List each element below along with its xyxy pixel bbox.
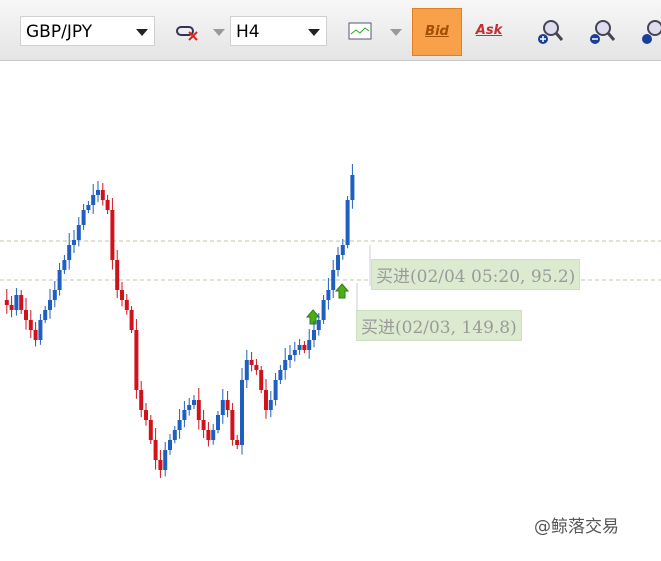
candle-body: [268, 400, 273, 410]
candle-body: [96, 190, 100, 195]
annotation: 买进(02/03, 149.8): [356, 310, 522, 341]
candle-body: [206, 430, 211, 440]
candle-body: [230, 410, 235, 440]
candle-body: [9, 305, 14, 310]
candle-body: [168, 440, 172, 450]
candle-body: [129, 310, 134, 330]
candle-body: [196, 400, 201, 420]
ask-label: Ask: [475, 23, 503, 38]
watermark: @鲸落交易: [534, 517, 619, 537]
candle-body: [249, 360, 254, 365]
bid-button[interactable]: Bid: [412, 8, 462, 56]
candle-body: [19, 295, 24, 310]
candle-body: [100, 190, 105, 200]
candle-body: [192, 400, 196, 405]
candle-body: [28, 320, 33, 330]
timeframe: H4: [236, 22, 260, 42]
candle-body: [211, 430, 216, 440]
candle-body: [144, 410, 148, 420]
candle-body: [201, 420, 206, 430]
candle-body: [345, 200, 350, 245]
zoom-icons[interactable]: [535, 18, 661, 48]
candle-body: [225, 400, 230, 410]
timeframe-select[interactable]: H4: [230, 16, 327, 46]
candle-body: [292, 350, 297, 355]
candle-body: [244, 360, 249, 380]
candle-body: [340, 245, 345, 255]
candle-body: [259, 370, 264, 390]
candle-body: [240, 380, 244, 445]
candle-body: [105, 200, 110, 210]
ask-button[interactable]: Ask: [465, 8, 513, 54]
candle-body: [48, 300, 52, 310]
candle-body: [307, 340, 312, 350]
candle-body: [62, 260, 67, 270]
candle-body: [153, 440, 158, 460]
candle-body: [148, 420, 153, 440]
annotation: 买进(02/04 05:20, 95.2): [371, 259, 581, 290]
candles: [4, 164, 355, 478]
candle-body: [57, 270, 62, 290]
symbol: GBP/JPY: [26, 22, 93, 42]
candle-body: [163, 450, 168, 470]
candle-body: [139, 390, 144, 410]
candle-body: [177, 420, 182, 430]
candle-body: [124, 300, 129, 310]
candle-body: [67, 245, 72, 260]
candle-body: [283, 360, 288, 370]
candle-body: [33, 330, 38, 340]
candle-body: [91, 195, 96, 205]
candle-body: [81, 210, 86, 225]
candle-body: [312, 330, 316, 340]
candle-body: [278, 370, 283, 380]
chart-type-icon[interactable]: [348, 22, 374, 42]
candle-body: [316, 320, 321, 330]
candle-body: [172, 430, 177, 440]
candle-body: [264, 390, 268, 410]
candle-body: [76, 225, 81, 240]
candle-body: [24, 310, 28, 320]
bid-label: Bid: [425, 24, 449, 39]
link-icon[interactable]: [175, 22, 205, 42]
buy-arrow: [334, 283, 350, 299]
candle-body: [288, 355, 292, 360]
candle-body: [326, 290, 331, 300]
candle-body: [43, 310, 48, 320]
candle-body: [273, 380, 278, 400]
candle-body: [216, 415, 220, 430]
candle-body: [350, 175, 355, 200]
candle-body: [86, 205, 91, 210]
toolbar: GBP/JPY H4 Bid Ask: [0, 0, 661, 61]
candle-body: [38, 320, 43, 340]
candle-body: [321, 300, 326, 320]
candle-body: [187, 405, 192, 410]
candle-body: [115, 260, 120, 290]
candle-body: [336, 255, 340, 270]
candle-body: [297, 345, 302, 350]
candle-body: [302, 345, 307, 350]
candle-body: [120, 290, 124, 300]
candle-body: [14, 295, 19, 310]
candle-body: [4, 300, 9, 305]
candle-body: [254, 365, 259, 370]
candle-body: [220, 400, 225, 415]
symbol-select[interactable]: GBP/JPY: [20, 16, 155, 46]
candle-body: [235, 440, 240, 445]
candle-body: [158, 460, 163, 470]
candle-body: [110, 210, 115, 260]
candle-body: [134, 330, 139, 390]
candle-body: [72, 240, 76, 245]
candle-body: [331, 270, 336, 290]
candle-body: [182, 410, 187, 420]
candle-body: [52, 290, 57, 300]
